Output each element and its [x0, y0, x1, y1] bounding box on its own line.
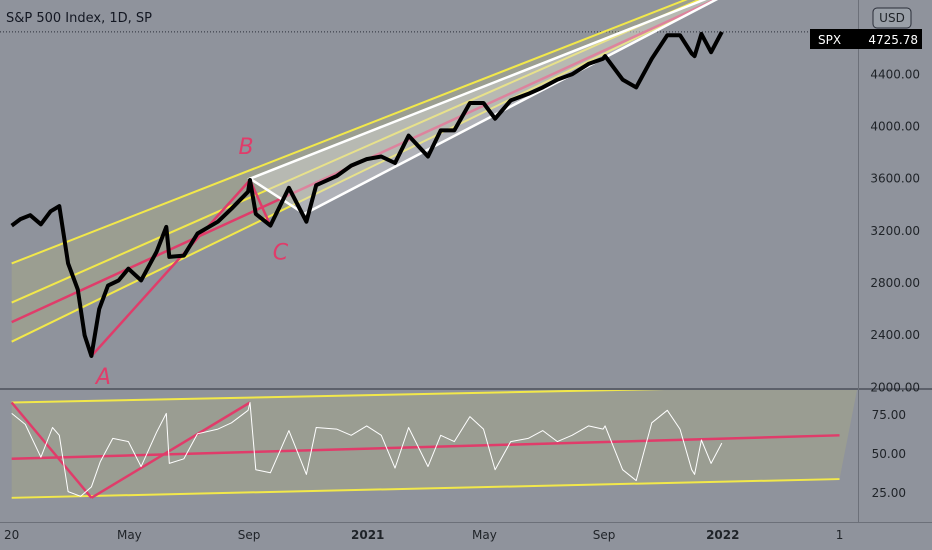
- rsi-channel-line-1[interactable]: [11, 478, 840, 499]
- point-label-b: B: [238, 135, 253, 160]
- price-y-tick-label: 4400.00: [870, 67, 920, 81]
- price-tag: SPX 4725.78: [810, 29, 922, 49]
- price-tag-symbol: SPX: [818, 33, 841, 47]
- symbol-title: S&P 500 Index, 1D, SP: [6, 11, 152, 26]
- x-tick-label: May: [472, 528, 497, 542]
- x-tick-label: May: [117, 528, 142, 542]
- rsi-y-tick-label: 50.00: [872, 447, 906, 461]
- price-y-tick-label: 3200.00: [870, 224, 920, 238]
- rsi-series-line[interactable]: [11, 402, 723, 497]
- price-y-tick-label: 2800.00: [870, 276, 920, 290]
- rsi-channel-fill: [11, 390, 858, 498]
- price-trend-line-5[interactable]: [248, 179, 272, 227]
- rsi-channel-line-0[interactable]: [11, 388, 692, 404]
- currency-button[interactable]: USD: [872, 7, 912, 29]
- rsi-y-tick-label: 75.00: [872, 408, 906, 422]
- rsi-trend-line-4[interactable]: [90, 401, 251, 499]
- price-channel-line-1[interactable]: [11, 0, 762, 265]
- x-tick-label: Sep: [593, 528, 616, 542]
- currency-button-label: USD: [879, 11, 905, 25]
- price-pane[interactable]: A B C: [0, 0, 858, 390]
- price-y-tick-label: 2400.00: [870, 328, 920, 342]
- price-y-tick-label: 3600.00: [870, 172, 920, 186]
- price-y-tick-label: 4000.00: [870, 120, 920, 134]
- x-tick-label: 2021: [351, 528, 384, 542]
- rsi-y-tick-label: 25.00: [872, 486, 906, 500]
- point-label-a: A: [94, 365, 111, 390]
- rsi-trend-line-3[interactable]: [10, 401, 93, 499]
- price-trend-line-4[interactable]: [90, 179, 251, 357]
- x-tick-label: 2022: [706, 528, 739, 542]
- price-y-tick-label: 2000.00: [870, 380, 920, 394]
- x-tick-label: 1: [836, 528, 844, 542]
- rsi-trend-line-2[interactable]: [11, 434, 840, 460]
- x-tick-label: 20: [4, 528, 19, 542]
- price-series-line[interactable]: [10, 30, 724, 358]
- point-label-c: C: [273, 241, 289, 266]
- price-tag-value: 4725.78: [868, 33, 918, 47]
- rsi-pane[interactable]: [10, 385, 858, 499]
- x-tick-label: Sep: [238, 528, 261, 542]
